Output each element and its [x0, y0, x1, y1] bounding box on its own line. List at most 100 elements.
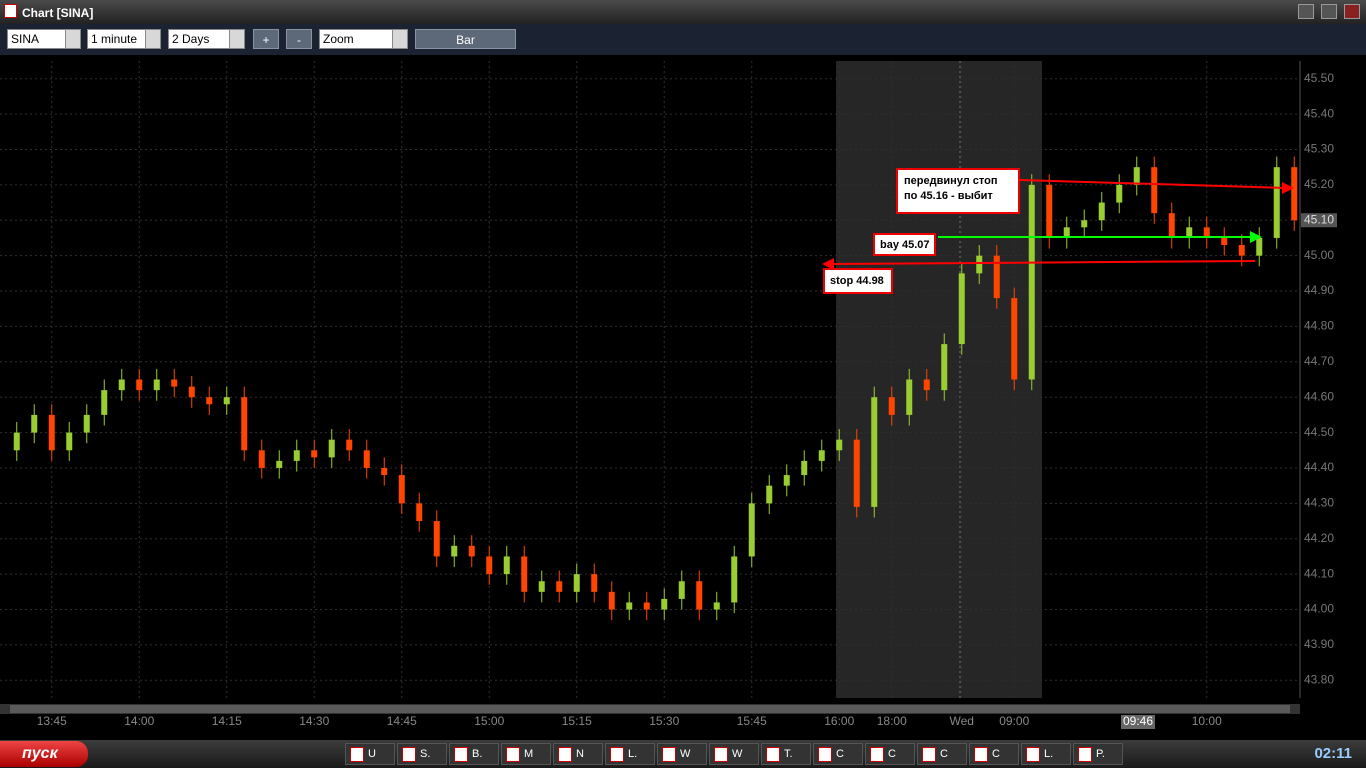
- annotation-box: [873, 233, 936, 256]
- window-title: Chart [SINA]: [22, 6, 94, 20]
- candle-body: [188, 386, 195, 398]
- taskbar-item[interactable]: L.: [1021, 743, 1071, 765]
- candle-body: [1081, 220, 1088, 228]
- candle-body: [643, 602, 650, 610]
- candle-body: [1028, 184, 1035, 380]
- candle-body: [766, 485, 773, 504]
- taskbar-item[interactable]: S.: [397, 743, 447, 765]
- annotation-arrow: [1019, 179, 1289, 189]
- candle-body: [503, 556, 510, 575]
- symbol-select[interactable]: SINA: [7, 29, 81, 49]
- y-tick-label: 44.80: [1304, 319, 1334, 333]
- clock: 02:11: [1314, 745, 1352, 762]
- scrollbar-thumb[interactable]: [10, 705, 1290, 713]
- annotation-box: [823, 268, 893, 294]
- app-icon: [4, 4, 17, 18]
- candle-body: [468, 545, 475, 557]
- candle-body: [1291, 167, 1298, 221]
- candle-body: [871, 397, 878, 507]
- candle-body: [311, 450, 318, 458]
- candle-body: [1203, 227, 1210, 238]
- taskbar-item[interactable]: C: [813, 743, 863, 765]
- candle-body: [83, 414, 90, 433]
- start-button[interactable]: пуск: [0, 741, 88, 767]
- range-select[interactable]: 2 Days: [168, 29, 245, 49]
- candle-body: [521, 556, 528, 592]
- zoom-select[interactable]: Zoom: [319, 29, 408, 49]
- taskbar-items: U S. B. M N L. W W T. C C C C L. P.: [345, 743, 1123, 765]
- taskbar-item[interactable]: U: [345, 743, 395, 765]
- annotation-text: передвинул стоп: [904, 175, 998, 187]
- candle-body: [101, 390, 108, 415]
- x-tick-label: 15:00: [474, 714, 504, 728]
- taskbar-item[interactable]: P.: [1073, 743, 1123, 765]
- taskbar-item[interactable]: N: [553, 743, 603, 765]
- candle-body: [363, 450, 370, 468]
- taskbar-item[interactable]: C: [865, 743, 915, 765]
- y-tick-label: 43.80: [1304, 672, 1334, 686]
- annotation-text: bay 45.07: [880, 239, 930, 251]
- candle-body: [573, 574, 580, 592]
- candle-body: [346, 439, 353, 451]
- close-button[interactable]: [1344, 4, 1360, 19]
- candle-body: [171, 379, 178, 387]
- candle-body: [661, 598, 668, 610]
- taskbar-item[interactable]: W: [709, 743, 759, 765]
- candle-body: [258, 450, 265, 468]
- toolbar: SINA 1 minute 2 Days + - Zoom Bar: [0, 24, 1366, 55]
- candle-body: [748, 503, 755, 557]
- candle-body: [713, 602, 720, 610]
- taskbar-item[interactable]: T.: [761, 743, 811, 765]
- x-tick-label: 15:30: [649, 714, 679, 728]
- taskbar: пуск U S. B. M N L. W W T. C C C C L. P. 02:11: [0, 740, 1366, 768]
- x-tick-label: 18:00: [877, 714, 907, 728]
- candle-body: [433, 521, 440, 557]
- y-tick-label: 44.20: [1304, 531, 1334, 545]
- arrow-head: [1282, 182, 1294, 194]
- candle-body: [836, 439, 843, 451]
- zoom-out-button[interactable]: -: [286, 29, 312, 49]
- style-button[interactable]: Bar: [415, 29, 516, 49]
- candle-body: [941, 344, 948, 391]
- candle-body: [556, 581, 563, 592]
- crosshair-label-box: [1121, 715, 1155, 729]
- candle-body: [241, 397, 248, 451]
- taskbar-item[interactable]: L.: [605, 743, 655, 765]
- candle-body: [853, 439, 860, 507]
- candle-body: [486, 556, 493, 575]
- minimize-button[interactable]: [1298, 4, 1314, 19]
- y-tick-label: 45.40: [1304, 106, 1334, 120]
- candle-body: [976, 255, 983, 274]
- x-tick-label: 09:00: [999, 714, 1029, 728]
- y-tick-label: 45.20: [1304, 177, 1334, 191]
- candle-body: [1133, 167, 1140, 185]
- candle-body: [731, 556, 738, 603]
- candle-body: [993, 255, 1000, 299]
- candle-body: [801, 460, 808, 476]
- y-tick-label: 44.40: [1304, 460, 1334, 474]
- candle-body: [1063, 227, 1070, 238]
- taskbar-item[interactable]: M: [501, 743, 551, 765]
- interval-select[interactable]: 1 minute: [87, 29, 161, 49]
- annotation-text: stop 44.98: [830, 275, 884, 287]
- candle-body: [293, 450, 300, 461]
- candle-body: [13, 432, 20, 451]
- x-tick-label: 14:00: [124, 714, 154, 728]
- candle-body: [1221, 237, 1228, 246]
- last-price-label: 45.10: [1304, 212, 1334, 226]
- zoom-in-button[interactable]: +: [253, 29, 279, 49]
- maximize-button[interactable]: [1321, 4, 1337, 19]
- candle-body: [118, 379, 125, 391]
- annotation-arrow: [831, 260, 1256, 265]
- taskbar-item[interactable]: C: [917, 743, 967, 765]
- taskbar-item[interactable]: B.: [449, 743, 499, 765]
- candle-body: [783, 475, 790, 486]
- candle-body: [1256, 237, 1263, 256]
- candle-body: [136, 379, 143, 391]
- taskbar-item[interactable]: C: [969, 743, 1019, 765]
- y-tick-label: 44.00: [1304, 602, 1334, 616]
- y-tick-label: 44.70: [1304, 354, 1334, 368]
- taskbar-item[interactable]: W: [657, 743, 707, 765]
- candle-body: [1098, 202, 1105, 221]
